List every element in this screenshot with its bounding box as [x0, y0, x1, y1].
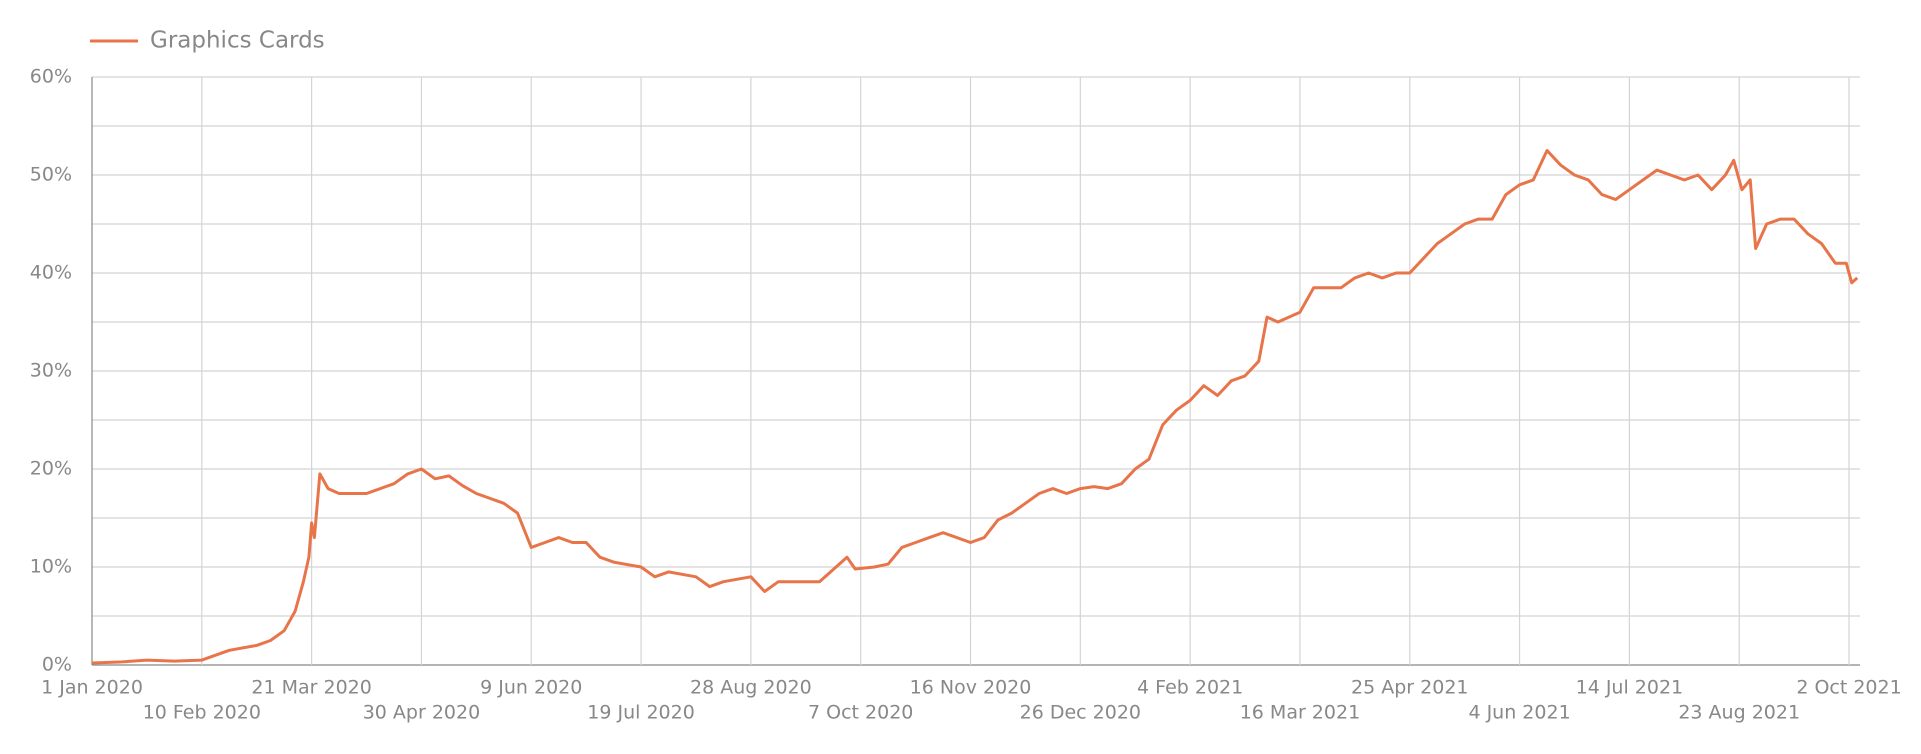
x-tick-label: 9 Jun 2020 — [480, 677, 582, 699]
y-tick-label: 0% — [42, 654, 72, 676]
x-tick-label: 14 Jul 2021 — [1576, 677, 1684, 699]
x-tick-label: 4 Jun 2021 — [1468, 702, 1570, 724]
y-tick-label: 50% — [30, 164, 72, 186]
x-tick-label: 10 Feb 2020 — [143, 702, 261, 724]
x-tick-label: 4 Feb 2021 — [1137, 677, 1243, 699]
data-line — [91, 149, 1859, 665]
x-tick-label: 16 Mar 2021 — [1240, 702, 1360, 724]
x-tick-label: 7 Oct 2020 — [808, 702, 913, 724]
x-tick-label: 16 Nov 2020 — [910, 677, 1032, 699]
y-tick-label: 20% — [30, 458, 72, 480]
x-tick-label: 2 Oct 2021 — [1796, 677, 1901, 699]
x-tick-label: 25 Apr 2021 — [1351, 677, 1468, 699]
x-tick-label: 23 Aug 2021 — [1678, 702, 1800, 724]
y-tick-label: 60% — [30, 66, 72, 88]
x-tick-label: 30 Apr 2020 — [363, 702, 480, 724]
y-tick-label: 30% — [30, 360, 72, 382]
x-tick-label: 1 Jan 2020 — [41, 677, 143, 699]
y-tick-label: 40% — [30, 262, 72, 284]
x-tick-label: 19 Jul 2020 — [587, 702, 695, 724]
legend-text: Graphics Cards — [150, 28, 325, 54]
x-tick-label: 21 Mar 2020 — [251, 677, 371, 699]
x-tick-label: 26 Dec 2020 — [1020, 702, 1141, 724]
y-tick-label: 10% — [30, 556, 72, 578]
x-tick-label: 28 Aug 2020 — [690, 677, 812, 699]
